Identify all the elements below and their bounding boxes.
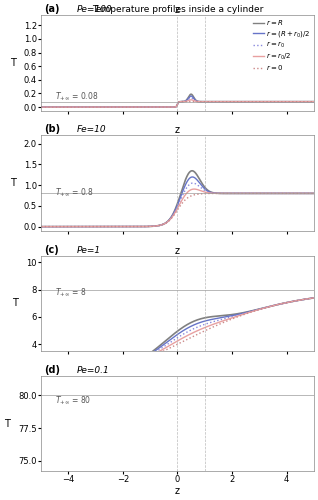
Text: Temperature profiles inside a cylinder: Temperature profiles inside a cylinder: [92, 5, 263, 14]
Text: z: z: [175, 126, 180, 136]
Text: z: z: [175, 246, 180, 256]
Text: Pe=1: Pe=1: [76, 246, 100, 254]
Text: Fe=10: Fe=10: [76, 126, 106, 134]
Text: (b): (b): [44, 124, 60, 134]
Text: $T_{+\infty}$ = 0.08: $T_{+\infty}$ = 0.08: [55, 90, 98, 103]
Text: Pe=0.1: Pe=0.1: [76, 366, 109, 375]
X-axis label: z: z: [175, 486, 180, 496]
Text: (a): (a): [44, 4, 59, 14]
Text: z: z: [175, 5, 180, 15]
Text: (c): (c): [44, 244, 59, 254]
Y-axis label: T: T: [10, 58, 15, 68]
Y-axis label: T: T: [12, 298, 18, 308]
Text: (d): (d): [44, 365, 60, 375]
Legend: $r = R$, $r = (R+r_0)/2$, $r = r_0$, $r = r_0/2$, $r = 0$: $r = R$, $r = (R+r_0)/2$, $r = r_0$, $r …: [253, 18, 310, 72]
Text: $T_{+\infty}$ = 80: $T_{+\infty}$ = 80: [55, 394, 91, 407]
Text: Pe=100: Pe=100: [76, 5, 112, 14]
Y-axis label: T: T: [4, 418, 10, 428]
Text: $T_{+\infty}$ = 8: $T_{+\infty}$ = 8: [55, 286, 86, 299]
Text: $T_{+\infty}$ = 0.8: $T_{+\infty}$ = 0.8: [55, 186, 93, 199]
Y-axis label: T: T: [10, 178, 16, 188]
